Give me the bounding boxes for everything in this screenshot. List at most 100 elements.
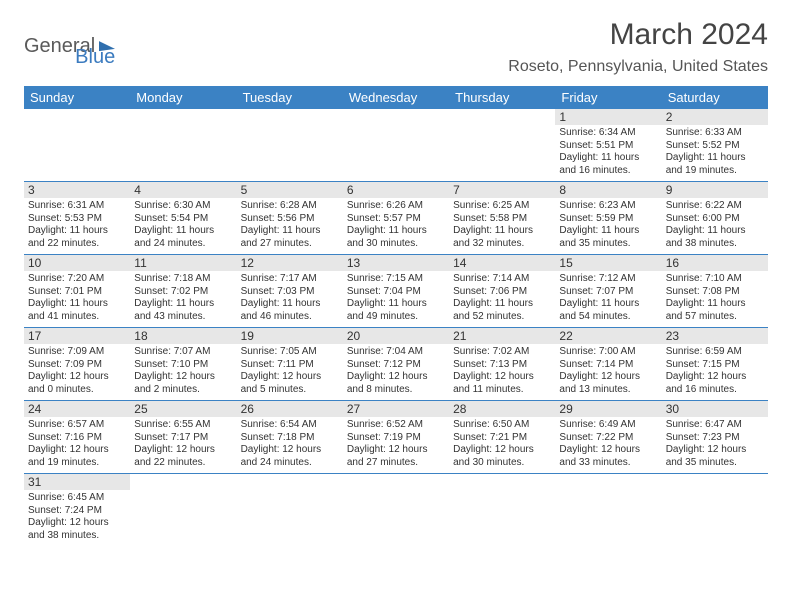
cell-sr: Sunrise: 6:23 AM — [559, 200, 657, 213]
calendar-cell: 1Sunrise: 6:34 AMSunset: 5:51 PMDaylight… — [555, 109, 661, 182]
calendar-cell: 25Sunrise: 6:55 AMSunset: 7:17 PMDayligh… — [130, 401, 236, 474]
calendar-cell — [343, 109, 449, 182]
cell-ss: Sunset: 7:18 PM — [241, 432, 339, 445]
cell-dl2: and 0 minutes. — [28, 384, 126, 397]
cell-dl2: and 8 minutes. — [347, 384, 445, 397]
day-number: 21 — [449, 328, 555, 344]
cell-sr: Sunrise: 6:47 AM — [666, 419, 764, 432]
cell-dl2: and 11 minutes. — [453, 384, 551, 397]
calendar-cell: 12Sunrise: 7:17 AMSunset: 7:03 PMDayligh… — [237, 255, 343, 328]
cell-dl1: Daylight: 11 hours — [453, 298, 551, 311]
cell-ss: Sunset: 5:54 PM — [134, 213, 232, 226]
calendar-week-row: 1Sunrise: 6:34 AMSunset: 5:51 PMDaylight… — [24, 109, 768, 182]
cell-dl2: and 27 minutes. — [347, 457, 445, 470]
cell-dl1: Daylight: 12 hours — [347, 371, 445, 384]
day-number: 5 — [237, 182, 343, 198]
cell-sr: Sunrise: 7:04 AM — [347, 346, 445, 359]
calendar-cell: 4Sunrise: 6:30 AMSunset: 5:54 PMDaylight… — [130, 182, 236, 255]
calendar-cell: 28Sunrise: 6:50 AMSunset: 7:21 PMDayligh… — [449, 401, 555, 474]
calendar-cell: 27Sunrise: 6:52 AMSunset: 7:19 PMDayligh… — [343, 401, 449, 474]
day-number: 1 — [555, 109, 661, 125]
cell-sr: Sunrise: 7:05 AM — [241, 346, 339, 359]
calendar-cell — [662, 474, 768, 547]
day-number: 29 — [555, 401, 661, 417]
calendar-cell: 11Sunrise: 7:18 AMSunset: 7:02 PMDayligh… — [130, 255, 236, 328]
calendar-cell — [130, 109, 236, 182]
cell-dl1: Daylight: 11 hours — [453, 225, 551, 238]
cell-dl2: and 49 minutes. — [347, 311, 445, 324]
cell-dl1: Daylight: 12 hours — [241, 371, 339, 384]
cell-dl1: Daylight: 11 hours — [559, 298, 657, 311]
cell-sr: Sunrise: 7:00 AM — [559, 346, 657, 359]
cell-dl2: and 2 minutes. — [134, 384, 232, 397]
calendar-week-row: 31Sunrise: 6:45 AMSunset: 7:24 PMDayligh… — [24, 474, 768, 547]
cell-ss: Sunset: 5:52 PM — [666, 140, 764, 153]
calendar-cell: 14Sunrise: 7:14 AMSunset: 7:06 PMDayligh… — [449, 255, 555, 328]
cell-sr: Sunrise: 7:15 AM — [347, 273, 445, 286]
day-number: 17 — [24, 328, 130, 344]
cell-ss: Sunset: 6:00 PM — [666, 213, 764, 226]
cell-dl2: and 16 minutes. — [666, 384, 764, 397]
calendar-week-row: 17Sunrise: 7:09 AMSunset: 7:09 PMDayligh… — [24, 328, 768, 401]
cell-dl1: Daylight: 12 hours — [28, 371, 126, 384]
calendar-cell: 2Sunrise: 6:33 AMSunset: 5:52 PMDaylight… — [662, 109, 768, 182]
cell-sr: Sunrise: 7:14 AM — [453, 273, 551, 286]
calendar-cell: 9Sunrise: 6:22 AMSunset: 6:00 PMDaylight… — [662, 182, 768, 255]
cell-dl1: Daylight: 11 hours — [347, 225, 445, 238]
calendar-cell: 30Sunrise: 6:47 AMSunset: 7:23 PMDayligh… — [662, 401, 768, 474]
day-number: 4 — [130, 182, 236, 198]
cell-dl2: and 24 minutes. — [241, 457, 339, 470]
cell-ss: Sunset: 7:13 PM — [453, 359, 551, 372]
day-number: 8 — [555, 182, 661, 198]
cell-sr: Sunrise: 6:22 AM — [666, 200, 764, 213]
cell-dl2: and 43 minutes. — [134, 311, 232, 324]
cell-dl1: Daylight: 12 hours — [453, 371, 551, 384]
cell-ss: Sunset: 5:56 PM — [241, 213, 339, 226]
day-number: 10 — [24, 255, 130, 271]
logo-triangle-icon — [99, 38, 115, 50]
cell-sr: Sunrise: 6:33 AM — [666, 127, 764, 140]
calendar-table: Sunday Monday Tuesday Wednesday Thursday… — [24, 86, 768, 546]
calendar-cell: 5Sunrise: 6:28 AMSunset: 5:56 PMDaylight… — [237, 182, 343, 255]
day-number: 6 — [343, 182, 449, 198]
calendar-cell — [555, 474, 661, 547]
cell-sr: Sunrise: 6:34 AM — [559, 127, 657, 140]
calendar-cell — [449, 109, 555, 182]
cell-sr: Sunrise: 6:50 AM — [453, 419, 551, 432]
cell-dl2: and 57 minutes. — [666, 311, 764, 324]
day-number: 24 — [24, 401, 130, 417]
cell-dl1: Daylight: 11 hours — [241, 225, 339, 238]
cell-ss: Sunset: 7:09 PM — [28, 359, 126, 372]
calendar-cell — [24, 109, 130, 182]
cell-dl1: Daylight: 11 hours — [559, 152, 657, 165]
day-header: Saturday — [662, 86, 768, 109]
cell-dl2: and 52 minutes. — [453, 311, 551, 324]
cell-dl2: and 13 minutes. — [559, 384, 657, 397]
calendar-cell: 19Sunrise: 7:05 AMSunset: 7:11 PMDayligh… — [237, 328, 343, 401]
cell-ss: Sunset: 7:19 PM — [347, 432, 445, 445]
cell-dl1: Daylight: 11 hours — [134, 298, 232, 311]
cell-dl2: and 38 minutes. — [28, 530, 126, 543]
cell-dl1: Daylight: 11 hours — [241, 298, 339, 311]
cell-ss: Sunset: 7:07 PM — [559, 286, 657, 299]
cell-sr: Sunrise: 7:18 AM — [134, 273, 232, 286]
calendar-cell — [237, 474, 343, 547]
location: Roseto, Pennsylvania, United States — [508, 58, 768, 76]
cell-dl2: and 35 minutes. — [559, 238, 657, 251]
day-number: 11 — [130, 255, 236, 271]
cell-sr: Sunrise: 6:30 AM — [134, 200, 232, 213]
day-header: Tuesday — [237, 86, 343, 109]
calendar-cell — [237, 109, 343, 182]
cell-sr: Sunrise: 7:20 AM — [28, 273, 126, 286]
cell-ss: Sunset: 7:24 PM — [28, 505, 126, 518]
cell-dl1: Daylight: 11 hours — [28, 298, 126, 311]
cell-sr: Sunrise: 6:57 AM — [28, 419, 126, 432]
calendar-week-row: 10Sunrise: 7:20 AMSunset: 7:01 PMDayligh… — [24, 255, 768, 328]
cell-dl1: Daylight: 12 hours — [666, 444, 764, 457]
calendar-cell: 29Sunrise: 6:49 AMSunset: 7:22 PMDayligh… — [555, 401, 661, 474]
day-header-row: Sunday Monday Tuesday Wednesday Thursday… — [24, 86, 768, 109]
cell-dl1: Daylight: 12 hours — [134, 371, 232, 384]
cell-dl2: and 30 minutes. — [347, 238, 445, 251]
calendar-cell — [343, 474, 449, 547]
cell-dl2: and 32 minutes. — [453, 238, 551, 251]
